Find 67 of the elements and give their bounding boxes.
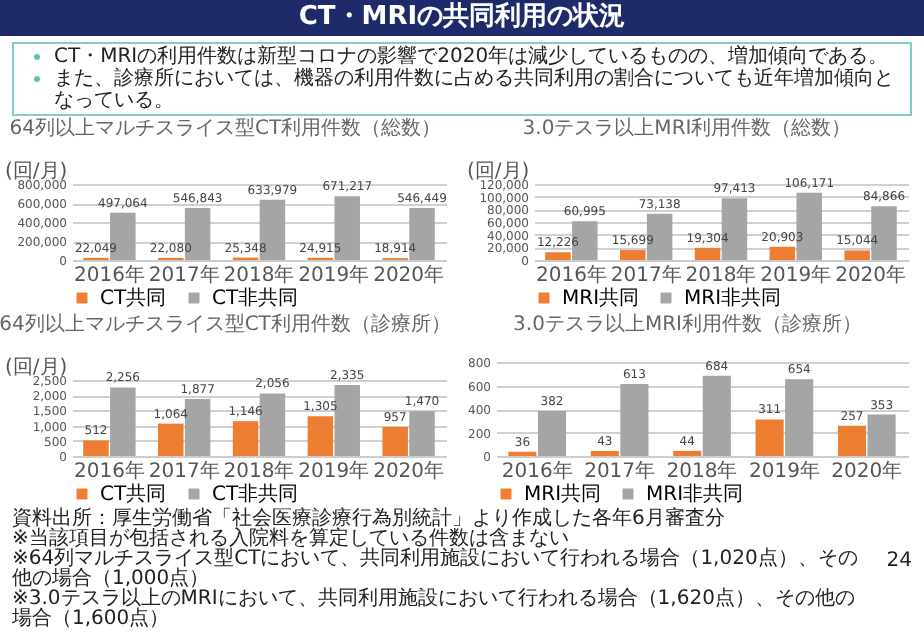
bar [158,423,184,456]
x-tick-label: 2017年 [584,459,656,483]
x-tick-label: 2016年 [535,263,607,287]
bar [259,393,286,456]
x-tick-label: 2019年 [748,459,820,483]
bar [232,421,259,456]
legend-label: CT共同 [100,482,167,506]
x-tick-label: 2017年 [610,263,682,287]
chart-title: 64列以上マルチスライス型CT利用件数（総数） [9,116,442,140]
bar [334,385,360,456]
y-axis-title: (回/月) [467,161,530,183]
bar [382,426,408,456]
x-tick-label: 2020年 [831,459,903,483]
x-tick-label: 2016年 [501,459,573,483]
y-axis-title: (回/月) [5,161,68,183]
text: ※64列マルチスライス型CTにおいて、共同利用施設において行われる場合（1,020点）、その他の場合（1,000点） [12,548,860,590]
bar [307,416,334,456]
bar [620,383,649,456]
x-tick-label: 2018年 [685,263,757,287]
x-tick-label: 2018年 [666,459,738,483]
x-tick-label: 2018年 [223,263,295,287]
bar [702,375,731,456]
legend-label: CT共同 [100,286,167,310]
y-axis-title: (回/月) [5,357,68,379]
bar [694,247,721,260]
x-tick-label: 2017年 [148,263,220,287]
x-tick-label: 2019年 [298,459,370,483]
legend-label: MRI共同 [562,286,640,310]
legend-label: MRI非共同 [646,482,744,506]
x-tick-label: 2019年 [298,263,370,287]
x-tick-label: 2018年 [223,459,295,483]
text: 資料出所：厚生労働省「社会医療診療行為別統計」より作成した各年6月審査分 [12,508,727,530]
bar [537,411,567,456]
bar [620,250,646,260]
x-tick-label: 2020年 [373,263,445,287]
bar [673,450,702,456]
legend-label: CT非共同 [212,286,299,310]
text: ※3.0テスラ以上のMRIにおいて、共同利用施設において行われる場合（1,620点）、その他の場合（1,600点） [12,588,857,630]
legend-label: MRI非共同 [684,286,782,310]
legend-label: CT非共同 [212,482,299,506]
bar [590,450,619,456]
text: CT・MRIの利用件数は新型コロナの影響で2020年は減少しているものの、増加傾向である。 [54,46,891,68]
bar [769,246,796,260]
bar [184,398,211,456]
x-tick-label: 2020年 [373,459,445,483]
bar [110,387,136,456]
chart-title: 64列以上マルチスライス型CT利用件数（診療所） [0,312,451,336]
bar [409,411,435,456]
chart-title: 3.0テスラ以上MRI利用件数（診療所） [513,312,862,336]
bar [83,440,109,456]
bar [785,379,814,456]
bar [837,425,867,456]
x-tick-label: 2020年 [835,263,907,287]
bar [844,250,870,260]
x-tick-label: 2019年 [760,263,832,287]
x-tick-label: 2016年 [73,459,145,483]
bar [545,252,571,260]
chart-title: 3.0テスラ以上MRI利用件数（総数） [522,116,852,140]
x-tick-label: 2017年 [148,459,220,483]
bar [867,414,896,456]
text: ※当該項目が包括される入院料を算定している件数は含まない [12,528,569,550]
text: 24 [886,550,912,572]
text: また、診療所においては、機器の利用件数に占める共同利用の割合についても近年増加傾向となっている。 [54,68,896,112]
bar [755,419,784,456]
x-tick-label: 2016年 [73,263,145,287]
text: CT・MRIの共同利用の状況 [0,0,924,36]
legend-label: MRI共同 [524,482,602,506]
